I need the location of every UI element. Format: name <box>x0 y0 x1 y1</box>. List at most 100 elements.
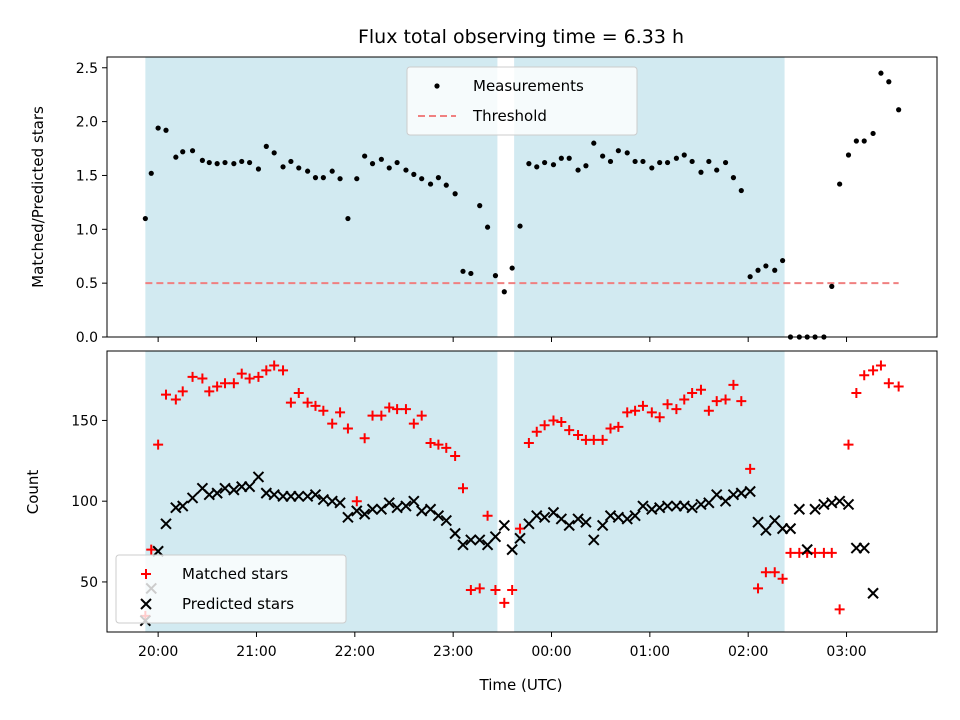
predicted-stars-point <box>474 534 486 546</box>
predicted-stars-point <box>391 501 403 514</box>
matched-stars-point <box>573 429 584 440</box>
matched-stars-point <box>859 370 870 381</box>
measurements-point <box>566 155 572 161</box>
measurements-point <box>231 161 237 167</box>
matched-stars-point <box>597 434 608 445</box>
plot-frame <box>106 56 938 338</box>
x-tick-label: 00:00 <box>531 644 571 660</box>
predicted-stars-point <box>489 531 502 543</box>
predicted-stars-point <box>801 543 813 556</box>
measurements-point <box>345 215 351 222</box>
predicted-stars-point <box>572 513 584 525</box>
matched-stars-point <box>490 585 501 596</box>
predicted-stars-point <box>293 490 305 503</box>
matched-stars-point <box>161 389 172 400</box>
matched-stars-point <box>605 423 616 434</box>
predicted-stars-point <box>580 516 592 528</box>
matched-stars-point <box>285 397 296 408</box>
predicted-stars-point <box>735 487 748 499</box>
legend-label-threshold: Threshold <box>472 107 547 125</box>
matched-stars-point <box>351 496 362 507</box>
matched-stars-point <box>523 438 534 449</box>
x-tick-label: 23:00 <box>433 644 473 660</box>
measurements-point <box>681 152 687 158</box>
measurements-point <box>222 159 228 166</box>
matched-stars-point <box>153 439 164 450</box>
measurements-point <box>312 175 319 181</box>
measurements-point <box>214 161 220 167</box>
measurements-point <box>534 164 540 170</box>
predicted-stars-series <box>140 472 879 627</box>
legend-label-predicted-stars: Predicted stars <box>182 595 294 613</box>
measurements-point <box>435 175 442 181</box>
matched-stars-point <box>875 360 886 371</box>
predicted-stars-point <box>432 510 445 522</box>
measurements-point <box>714 167 720 173</box>
measurements-point <box>320 175 326 181</box>
measurements-point <box>829 283 835 289</box>
measurements-point <box>730 175 737 181</box>
predicted-stars-point <box>219 482 231 494</box>
predicted-stars-point <box>686 501 698 514</box>
predicted-stars-point <box>457 539 469 551</box>
plot-frame <box>106 350 938 633</box>
legend: Measurements Threshold <box>406 66 638 136</box>
measurements-point <box>271 150 277 156</box>
measurements-point <box>624 150 630 156</box>
predicted-stars-point <box>408 495 420 507</box>
predicted-stars-point <box>612 511 625 524</box>
matched-stars-point <box>834 604 845 615</box>
measurements-point <box>419 176 425 182</box>
y-tick-label: 100 <box>71 494 98 510</box>
matched-stars-point <box>720 394 731 405</box>
measurements-point <box>698 169 704 175</box>
measurements-point <box>163 127 169 133</box>
measurements-point <box>206 159 212 166</box>
matched-stars-point <box>646 407 657 418</box>
measurements-point <box>706 158 712 165</box>
measurements-point <box>738 187 744 194</box>
measurements-point <box>755 267 761 273</box>
matched-stars-point <box>425 438 436 449</box>
matched-stars-point <box>711 396 722 407</box>
y-tick-label: 1.0 <box>76 222 98 238</box>
matched-stars-point <box>450 450 461 461</box>
lower-y-axis-label: Count <box>24 470 42 515</box>
matched-stars-point <box>359 433 370 444</box>
measurements-point <box>239 158 245 165</box>
x-tick-label: 22:00 <box>335 644 375 660</box>
matched-stars-point <box>826 547 837 558</box>
legend-swatch-predicted-stars <box>140 598 152 610</box>
predicted-stars-point <box>351 505 363 517</box>
predicted-stars-point <box>506 543 518 556</box>
matched-stars-point <box>662 399 673 410</box>
measurements-series <box>142 70 902 340</box>
measurements-point <box>329 168 335 174</box>
measurements-point <box>649 165 655 171</box>
matched-stars-point <box>531 426 542 437</box>
measurements-point <box>870 130 876 137</box>
matched-stars-point <box>556 417 567 428</box>
predicted-stars-point <box>744 485 756 498</box>
predicted-stars-point <box>842 498 855 511</box>
predicted-stars-point <box>858 542 870 554</box>
measurements-point <box>558 155 564 161</box>
measurements-point <box>615 148 621 154</box>
predicted-stars-point <box>383 497 395 509</box>
matched-stars-point <box>310 400 321 411</box>
matched-stars-point <box>220 378 231 389</box>
measurements-point <box>542 159 548 166</box>
measurements-point <box>772 267 778 273</box>
measurements-point <box>837 181 843 187</box>
measurements-point <box>673 155 679 161</box>
predicted-stars-point <box>514 532 526 545</box>
measurements-point <box>427 181 434 187</box>
matched-stars-point <box>654 412 665 423</box>
measurements-point <box>369 161 376 167</box>
matched-stars-point <box>564 425 575 436</box>
measurements-point <box>386 165 392 171</box>
matched-stars-point <box>187 371 198 382</box>
y-tick-label: 1.5 <box>76 168 98 184</box>
matched-stars-point <box>384 402 395 413</box>
matched-stars-point <box>613 421 624 432</box>
